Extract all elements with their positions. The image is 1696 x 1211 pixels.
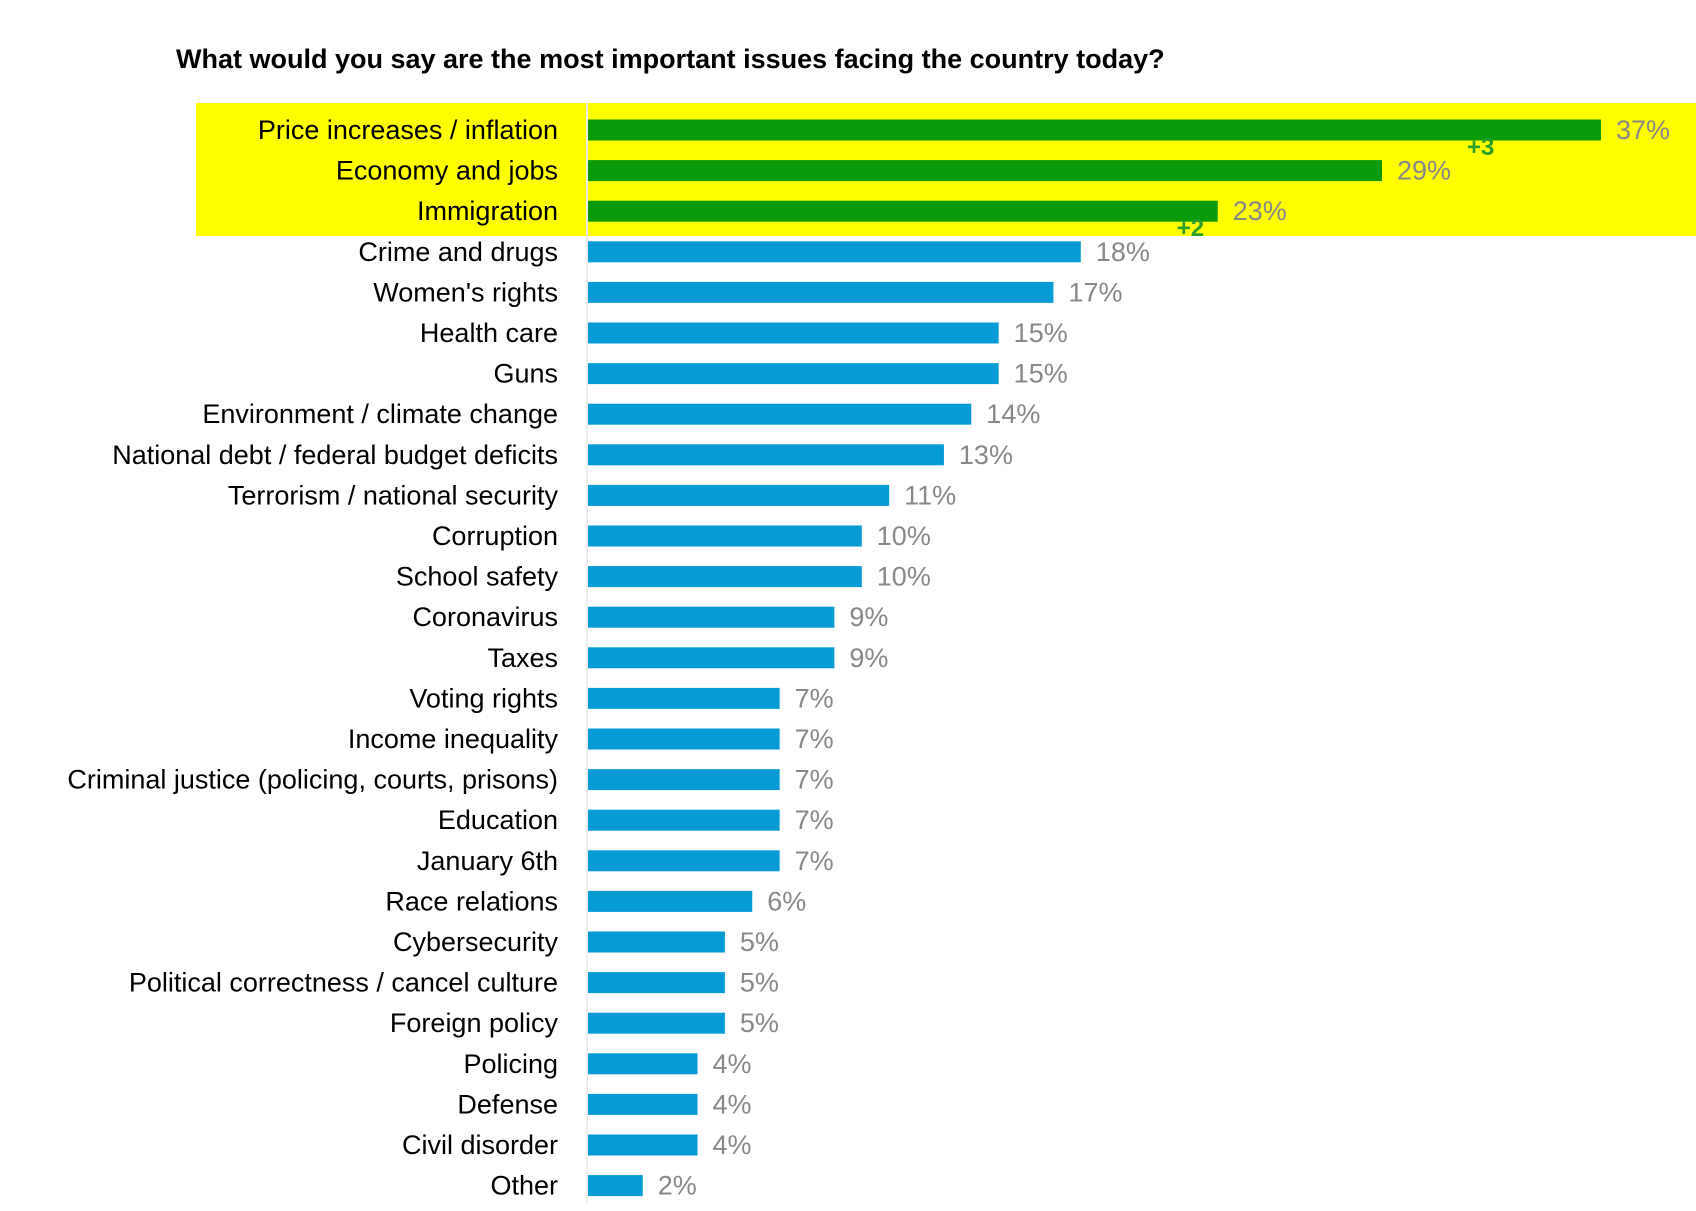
change-annotation-immigration: +2 xyxy=(1177,215,1204,242)
value-label-school-safety: 10% xyxy=(877,562,931,592)
category-label-crime-and-drugs: Crime and drugs xyxy=(358,237,558,267)
bar-criminal-justice-policing-courts-prisons xyxy=(588,769,780,791)
bar-health-care xyxy=(588,322,999,344)
value-label-price-increases-inflation: 37% xyxy=(1616,115,1670,145)
bar-price-increases-inflation xyxy=(588,119,1601,141)
value-label-crime-and-drugs: 18% xyxy=(1096,237,1150,267)
bar-school-safety xyxy=(588,566,862,588)
value-label-education: 7% xyxy=(795,805,834,835)
chart-title: What would you say are the most importan… xyxy=(176,44,1165,74)
category-label-national-debt-federal-budget-deficits: National debt / federal budget deficits xyxy=(112,440,558,470)
bar-terrorism-national-security xyxy=(588,484,890,506)
value-label-defense: 4% xyxy=(713,1089,752,1119)
bar-crime-and-drugs xyxy=(588,241,1081,263)
bar-civil-disorder xyxy=(588,1134,698,1156)
category-label-civil-disorder: Civil disorder xyxy=(402,1130,558,1160)
bar-environment-climate-change xyxy=(588,403,972,425)
category-label-cybersecurity: Cybersecurity xyxy=(393,927,559,957)
value-label-cybersecurity: 5% xyxy=(740,927,779,957)
bar-taxes xyxy=(588,647,835,669)
value-label-health-care: 15% xyxy=(1014,318,1068,348)
category-label-policing: Policing xyxy=(463,1049,558,1079)
category-label-income-inequality: Income inequality xyxy=(348,724,559,754)
bar-cybersecurity xyxy=(588,931,725,953)
category-label-other: Other xyxy=(490,1171,558,1201)
bar-income-inequality xyxy=(588,728,780,750)
category-label-political-correctness-cancel-culture: Political correctness / cancel culture xyxy=(129,968,558,998)
value-label-political-correctness-cancel-culture: 5% xyxy=(740,968,779,998)
bar-january-6th xyxy=(588,850,780,872)
value-label-coronavirus: 9% xyxy=(849,602,888,632)
category-label-voting-rights: Voting rights xyxy=(409,683,558,713)
value-label-civil-disorder: 4% xyxy=(713,1130,752,1160)
value-label-foreign-policy: 5% xyxy=(740,1008,779,1038)
value-label-national-debt-federal-budget-deficits: 13% xyxy=(959,440,1013,470)
bar-defense xyxy=(588,1093,698,1115)
category-label-defense: Defense xyxy=(457,1089,558,1119)
category-label-education: Education xyxy=(438,805,558,835)
value-label-voting-rights: 7% xyxy=(795,683,834,713)
bar-voting-rights xyxy=(588,687,780,709)
bar-race-relations xyxy=(588,890,753,912)
category-label-health-care: Health care xyxy=(420,318,558,348)
category-label-guns: Guns xyxy=(493,359,558,389)
category-label-race-relations: Race relations xyxy=(385,886,558,916)
value-label-guns: 15% xyxy=(1014,359,1068,389)
value-label-income-inequality: 7% xyxy=(795,724,834,754)
value-label-january-6th: 7% xyxy=(795,846,834,876)
value-label-women-s-rights: 17% xyxy=(1068,277,1122,307)
category-label-immigration: Immigration xyxy=(417,196,558,226)
bar-coronavirus xyxy=(588,606,835,628)
value-label-immigration: 23% xyxy=(1233,196,1287,226)
category-label-women-s-rights: Women's rights xyxy=(373,277,558,307)
category-label-price-increases-inflation: Price increases / inflation xyxy=(258,115,558,145)
category-label-criminal-justice-policing-courts-prisons: Criminal justice (policing, courts, pris… xyxy=(67,765,558,795)
value-label-environment-climate-change: 14% xyxy=(986,399,1040,429)
category-label-foreign-policy: Foreign policy xyxy=(390,1008,559,1038)
bar-guns xyxy=(588,363,999,385)
category-label-school-safety: School safety xyxy=(396,562,559,592)
bar-national-debt-federal-budget-deficits xyxy=(588,444,944,466)
bar-policing xyxy=(588,1053,698,1075)
category-label-coronavirus: Coronavirus xyxy=(412,602,558,632)
category-label-taxes: Taxes xyxy=(487,643,558,673)
axis-line xyxy=(586,103,588,1203)
bar-women-s-rights xyxy=(588,281,1054,303)
bar-education xyxy=(588,809,780,831)
bar-other xyxy=(588,1175,643,1197)
value-label-criminal-justice-policing-courts-prisons: 7% xyxy=(795,765,834,795)
change-annotation-price-increases-inflation: +3 xyxy=(1467,134,1494,161)
bar-corruption xyxy=(588,525,862,547)
bar-political-correctness-cancel-culture xyxy=(588,972,725,994)
bar-immigration xyxy=(588,200,1218,222)
value-label-terrorism-national-security: 11% xyxy=(904,480,956,510)
category-label-corruption: Corruption xyxy=(432,521,558,551)
value-label-other: 2% xyxy=(658,1171,697,1201)
value-label-corruption: 10% xyxy=(877,521,931,551)
category-label-environment-climate-change: Environment / climate change xyxy=(202,399,558,429)
value-label-race-relations: 6% xyxy=(767,886,806,916)
value-label-policing: 4% xyxy=(713,1049,752,1079)
category-label-terrorism-national-security: Terrorism / national security xyxy=(228,480,559,510)
bar-foreign-policy xyxy=(588,1012,725,1034)
category-label-january-6th: January 6th xyxy=(417,846,558,876)
value-label-economy-and-jobs: 29% xyxy=(1397,156,1451,186)
value-label-taxes: 9% xyxy=(849,643,888,673)
category-label-economy-and-jobs: Economy and jobs xyxy=(336,156,558,186)
bar-economy-and-jobs xyxy=(588,160,1382,182)
